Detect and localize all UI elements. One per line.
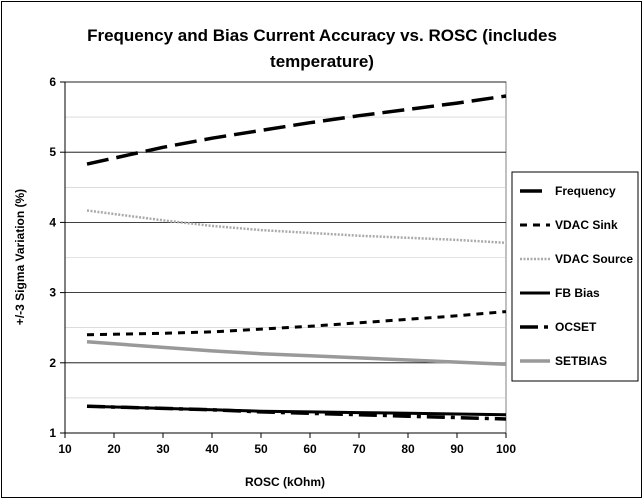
y-tick-label: 4 [49, 215, 56, 229]
legend-label-vdac-source: VDAC Source [555, 252, 633, 266]
x-tick-label: 90 [450, 442, 464, 456]
x-tick-label: 60 [303, 442, 317, 456]
x-tick-label: 30 [156, 442, 170, 456]
series-lines [86, 94, 507, 421]
legend-label-fb-bias: FB Bias [555, 286, 600, 300]
chart-title-line-2: temperature) [270, 52, 374, 71]
y-tick-label: 5 [49, 145, 56, 159]
chart-title-line-1: Frequency and Bias Current Accuracy vs. … [87, 26, 557, 45]
legend-label-vdac-sink: VDAC Sink [555, 218, 618, 232]
x-tick-label: 80 [401, 442, 415, 456]
x-tick-label: 10 [58, 442, 72, 456]
series-line-vdac-source [86, 209, 507, 245]
series-line-ocset [86, 404, 507, 421]
y-tick-label: 6 [49, 75, 56, 89]
x-tick-label: 70 [352, 442, 366, 456]
y-tick-label: 1 [49, 426, 56, 440]
y-axis-title: +/-3 Sigma Variation (%) [13, 189, 27, 325]
x-tick-label: 50 [254, 442, 268, 456]
x-axis-title: ROSC (kOhm) [245, 475, 325, 489]
gridlines [65, 81, 506, 399]
legend-label-frequency: Frequency [555, 184, 616, 198]
y-tick-label: 3 [49, 286, 56, 300]
legend-box [511, 171, 639, 382]
series-line-vdac-sink [86, 310, 507, 337]
axes: 1 2 3 4 5 6 10 20 30 40 50 60 70 80 90 100 [49, 75, 516, 456]
x-tick-label: 100 [496, 442, 516, 456]
x-tick-label: 20 [107, 442, 121, 456]
legend: Frequency VDAC Sink VDAC Source FB Bias OCSE… [520, 184, 633, 368]
x-tick-label: 40 [205, 442, 219, 456]
series-line-setbias [86, 339, 507, 366]
series-line-frequency [86, 94, 507, 166]
legend-label-ocset: OCSET [555, 320, 597, 334]
legend-label-setbias: SETBIAS [555, 354, 607, 368]
y-tick-label: 2 [49, 356, 56, 370]
